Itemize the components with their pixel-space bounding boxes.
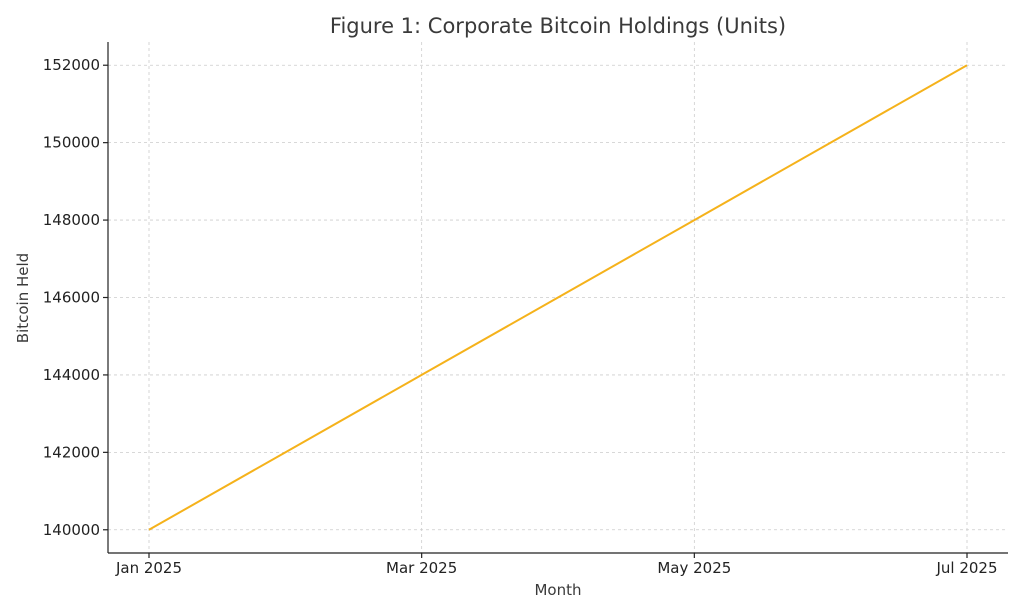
y-tick-label: 148000 [43, 211, 100, 229]
chart-title: Figure 1: Corporate Bitcoin Holdings (Un… [330, 14, 786, 38]
grid-lines [108, 42, 1008, 553]
series-layer [148, 64, 968, 531]
tick-labels: 140000 142000 144000 146000 148000 150000 1520… [43, 56, 998, 577]
series-line-0 [148, 64, 968, 531]
x-tick-label: Jul 2025 [935, 559, 997, 577]
x-tick-label: Mar 2025 [386, 559, 457, 577]
x-tick-label: Jan 2025 [115, 559, 182, 577]
x-axis-label: Month [534, 581, 581, 599]
y-tick-label: 142000 [43, 443, 100, 461]
y-tick-label: 146000 [43, 289, 100, 307]
y-tick-label: 140000 [43, 521, 100, 539]
x-tick-label: May 2025 [657, 559, 731, 577]
axes [103, 42, 1008, 558]
y-axis-label: Bitcoin Held [14, 253, 32, 343]
y-tick-label: 144000 [43, 366, 100, 384]
y-tick-label: 152000 [43, 56, 100, 74]
y-tick-label: 150000 [43, 134, 100, 152]
